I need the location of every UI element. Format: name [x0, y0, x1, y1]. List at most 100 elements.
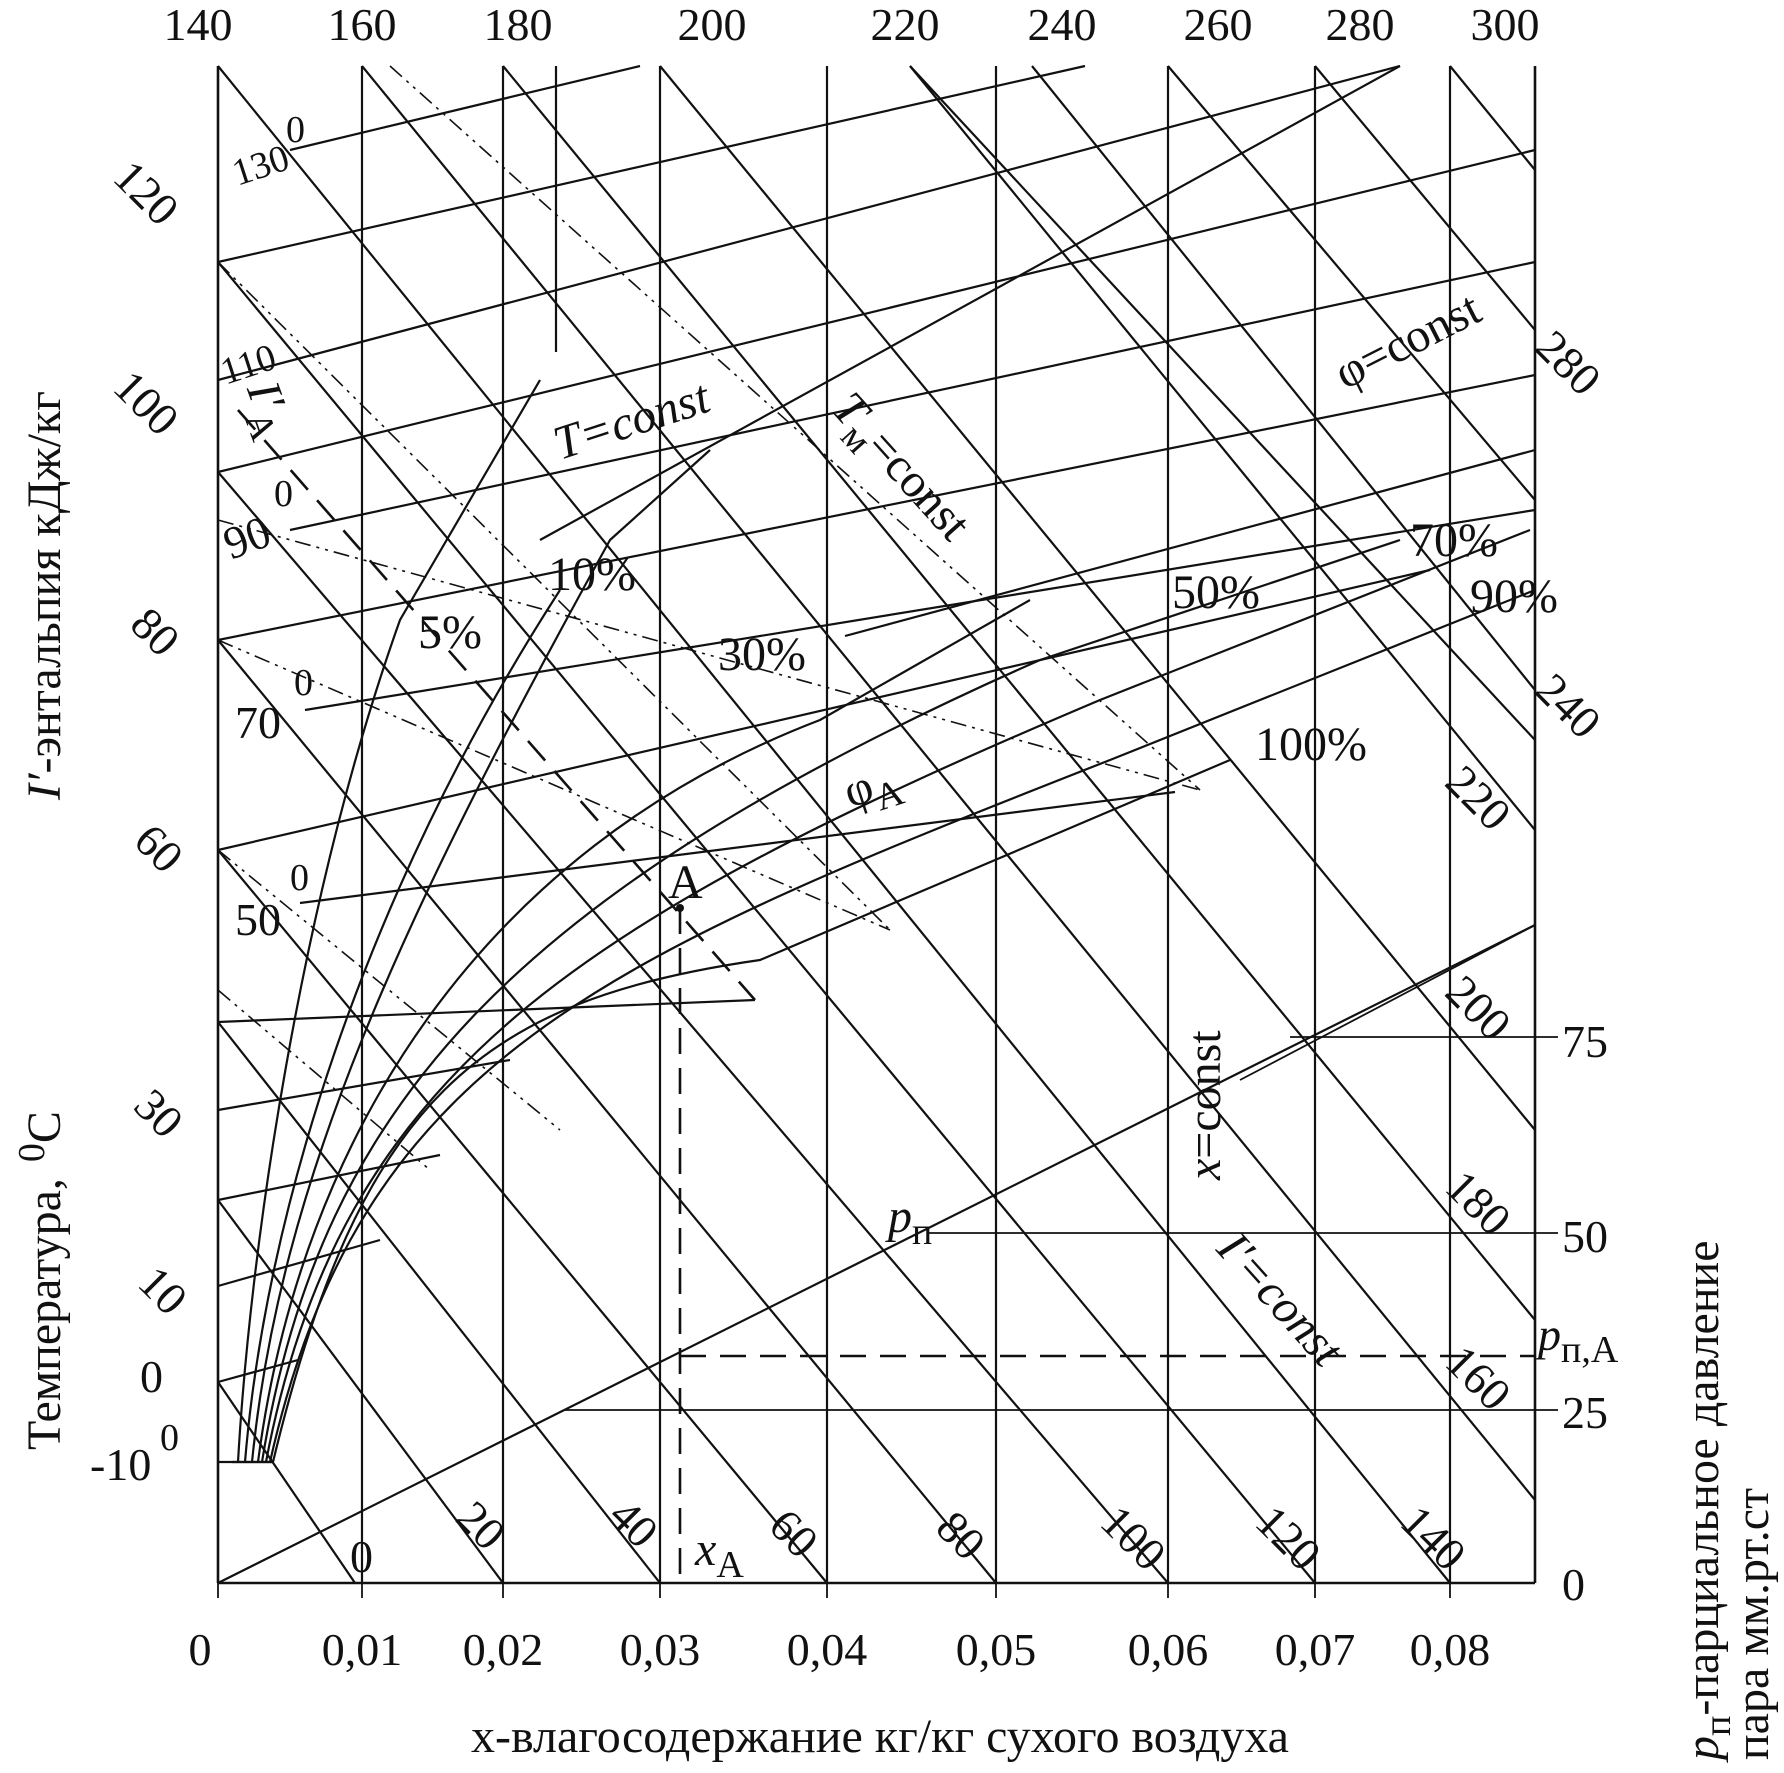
enthalpy-label: 240 [1526, 663, 1611, 748]
x-tick-marks [217, 1583, 1451, 1598]
temp-label: 60 [125, 814, 194, 883]
pa-p: p [1535, 1309, 1561, 1360]
xa-sub: A [716, 1544, 744, 1586]
enthalpy-high-a [909, 65, 1536, 741]
pp-curve [217, 924, 1536, 1584]
pressure-label: 0 [1562, 1559, 1585, 1610]
x-const-rest: =const [1178, 1030, 1231, 1159]
enthalpy-rest: -энтальпия кДж/кг [18, 391, 71, 773]
x-const-label: x=const [1178, 1030, 1231, 1181]
pressure-label: 25 [1562, 1387, 1608, 1438]
rh-tail-a [539, 65, 1401, 541]
rh-curve-10 [243, 589, 561, 1463]
enthalpy-300 [1449, 65, 1536, 171]
temp-label: 10 [129, 1256, 198, 1325]
pp-ext [1239, 924, 1536, 1081]
enthalpy-label: 280 [1526, 320, 1611, 405]
ia-sub: A [236, 406, 285, 447]
x-tick-label: 0,02 [463, 1624, 544, 1675]
rh-curve-20 [250, 449, 711, 1463]
rh-curve-50 [260, 538, 1401, 1463]
enthalpy-140 [217, 65, 1451, 1584]
x-tick-label: 0,03 [620, 1624, 701, 1675]
isotherm-20 [217, 1153, 441, 1202]
top-tick-label: 220 [871, 0, 940, 50]
enthalpy-120 [217, 261, 1316, 1584]
xa-x: x [694, 1523, 716, 1576]
phia-label: φA [837, 751, 909, 828]
temp-label: 90 [217, 506, 278, 570]
enthalpy-40 [217, 1021, 661, 1584]
rh-label-50: 50% [1172, 566, 1260, 619]
enthalpy-160 [361, 65, 1536, 1501]
x-axis-title: x-влагосодержание кг/кг сухого воздуха [471, 1710, 1289, 1763]
temperature-word: Температура, [18, 1178, 71, 1450]
pa-sub: п,A [1561, 1329, 1619, 1371]
rh-label-30: 30% [718, 628, 806, 681]
point-a [676, 904, 684, 912]
pressure-axis-title: pп-парциальное давление [1676, 1240, 1739, 1763]
enthalpy-80 [217, 639, 997, 1584]
enthalpy-I: I′ [18, 772, 71, 801]
enthalpy-label: 160 [1436, 1335, 1521, 1420]
pressure-label: 50 [1562, 1211, 1608, 1262]
x-tick-label: 0,08 [1410, 1624, 1491, 1675]
isotherm-10 [217, 1238, 381, 1288]
temp-label: -10 [90, 1439, 151, 1490]
isotherm-130 [289, 64, 641, 152]
enthalpy-60 [217, 849, 828, 1584]
rh-tail-b [844, 448, 1536, 638]
enthalpy-lines [217, 65, 1536, 1584]
rh-label-5: 5% [418, 606, 482, 659]
temp-label: 50 [235, 894, 281, 945]
top-tick-label: 200 [678, 0, 747, 50]
temperature-unit: С [18, 1111, 71, 1143]
temp-label: 0 [140, 1351, 163, 1402]
temp-label: 100 [104, 360, 189, 445]
x-tick-label: 0,05 [956, 1624, 1037, 1675]
pressure-sub: п [1697, 1716, 1739, 1736]
top-tick-label: 240 [1028, 0, 1097, 50]
x-tick-label: 0,07 [1275, 1624, 1356, 1675]
pressure-rest: -парциальное давление [1676, 1240, 1729, 1715]
x-tick-label: 0 [189, 1624, 212, 1675]
x-const-lines [360, 66, 1452, 1583]
temp-label: 130 [227, 137, 294, 195]
temperature-axis-title: Температура, 0С [11, 1111, 71, 1450]
phi-const-label: φ=const [1326, 281, 1490, 399]
enthalpy-280 [1314, 65, 1536, 331]
isotherm-70 [304, 508, 1536, 712]
rh-curve-30 [256, 599, 1031, 1463]
pressure-labels: 0 25 50 75 pп,A [1535, 1016, 1619, 1610]
x-tick-labels: 0 0,01 0,02 0,03 0,04 0,05 0,06 0,07 0,0… [189, 1624, 1491, 1675]
temp-label: 80 [121, 597, 190, 666]
i-const-label: I′=const [1206, 1221, 1354, 1377]
pressure-line [217, 924, 1536, 1584]
rh-label-70: 70% [1410, 514, 1498, 567]
enthalpy-100 [217, 471, 1169, 1584]
temp-sup: 0 [160, 1417, 179, 1459]
enthalpy-180 [502, 65, 1536, 1321]
tm-line-2 [217, 849, 561, 1131]
rh-label-10: 10% [548, 548, 636, 601]
rh-curve-70 [264, 528, 1531, 1463]
enthalpy-240 [1031, 65, 1536, 691]
tm-line-3 [217, 639, 891, 931]
tm-line-5 [389, 65, 1201, 791]
tm-line-4 [217, 519, 1201, 791]
top-tick-label: 300 [1471, 0, 1540, 50]
rh-curve-5 [236, 379, 541, 1463]
pressure-label-pa: pп,A [1535, 1309, 1619, 1371]
top-tick-label: 260 [1184, 0, 1253, 50]
top-tick-labels: 140 160 180 200 220 240 260 280 300 [164, 0, 1540, 50]
enthalpy-20 [217, 1199, 504, 1584]
isotherm-50 [299, 790, 1176, 905]
tm-const-label: Tм=const [814, 382, 981, 558]
isotherm-30 [217, 1058, 511, 1112]
isotherm-80 [217, 373, 1536, 642]
xa-label: xA [694, 1523, 744, 1586]
wetbulb-lines [217, 65, 1201, 1171]
temp-sup: 0 [290, 857, 309, 899]
x-const-x: x [1178, 1159, 1231, 1181]
isotherm-60 [217, 568, 1431, 852]
